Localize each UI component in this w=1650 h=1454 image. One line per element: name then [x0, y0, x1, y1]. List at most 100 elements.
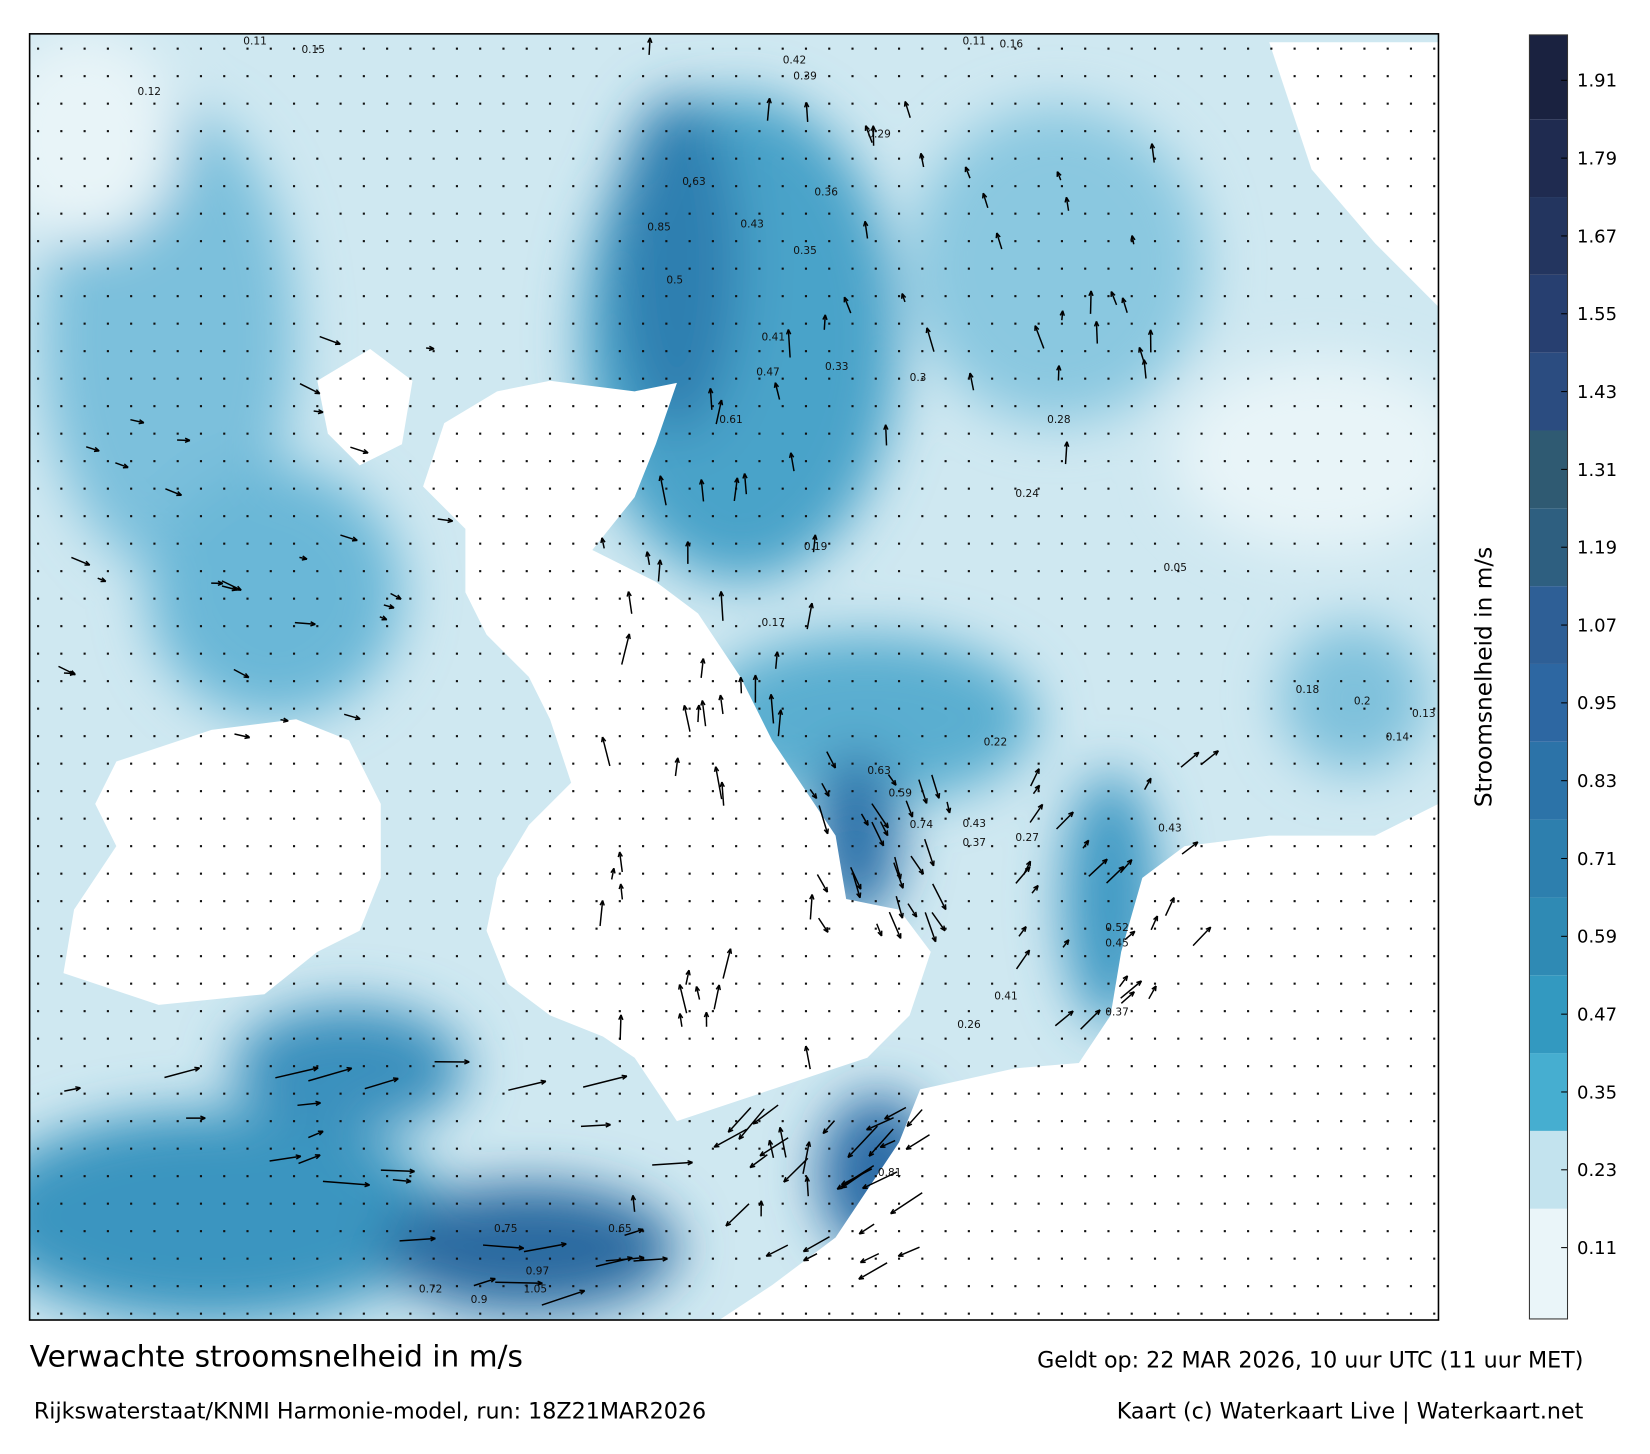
grid-dot: [735, 598, 737, 600]
grid-dot: [293, 488, 295, 490]
grid-dot: [921, 323, 923, 325]
grid-dot: [712, 350, 714, 352]
grid-dot: [735, 158, 737, 160]
grid-dot: [1014, 818, 1016, 820]
grid-dot: [572, 1175, 574, 1177]
grid-dot: [1387, 1313, 1389, 1315]
grid-dot: [1363, 1230, 1365, 1232]
grid-dot: [1107, 1038, 1109, 1040]
grid-dot: [37, 1093, 39, 1095]
grid-dot: [898, 1038, 900, 1040]
grid-dot: [316, 488, 318, 490]
grid-dot: [200, 543, 202, 545]
grid-dot: [1177, 158, 1179, 160]
grid-dot: [1433, 158, 1435, 160]
grid-dot: [1038, 955, 1040, 957]
grid-dot: [851, 625, 853, 627]
grid-dot: [223, 1313, 225, 1315]
grid-dot: [1038, 515, 1040, 517]
grid-dot: [409, 900, 411, 902]
grid-dot: [433, 708, 435, 710]
grid-dot: [409, 790, 411, 792]
grid-dot: [1294, 1313, 1296, 1315]
grid-dot: [1270, 900, 1272, 902]
grid-dot: [1410, 433, 1412, 435]
grid-dot: [1061, 240, 1063, 242]
grid-dot: [898, 488, 900, 490]
grid-dot: [595, 708, 597, 710]
grid-dot: [1270, 158, 1272, 160]
speed-label: 0.72: [419, 1284, 443, 1296]
grid-dot: [1270, 515, 1272, 517]
grid-dot: [177, 543, 179, 545]
grid-dot: [875, 1230, 877, 1232]
grid-dot: [595, 295, 597, 297]
grid-dot: [526, 185, 528, 187]
grid-dot: [153, 1010, 155, 1012]
grid-dot: [37, 1010, 39, 1012]
grid-dot: [270, 75, 272, 77]
grid-dot: [619, 955, 621, 957]
grid-dot: [177, 405, 179, 407]
grid-dot: [712, 240, 714, 242]
grid-dot: [1270, 268, 1272, 270]
grid-dot: [1270, 1120, 1272, 1122]
grid-dot: [572, 1038, 574, 1040]
grid-dot: [1131, 158, 1133, 160]
grid-dot: [921, 130, 923, 132]
grid-dot: [898, 680, 900, 682]
grid-dot: [363, 1175, 365, 1177]
grid-dot: [1014, 680, 1016, 682]
grid-dot: [153, 1148, 155, 1150]
grid-dot: [712, 653, 714, 655]
grid-dot: [619, 625, 621, 627]
grid-dot: [60, 240, 62, 242]
grid-dot: [782, 185, 784, 187]
grid-dot: [60, 268, 62, 270]
grid-dot: [898, 240, 900, 242]
grid-dot: [1270, 625, 1272, 627]
grid-dot: [898, 598, 900, 600]
grid-dot: [1107, 708, 1109, 710]
grid-dot: [1131, 543, 1133, 545]
grid-dot: [1038, 983, 1040, 985]
grid-dot: [1363, 928, 1365, 930]
grid-dot: [200, 570, 202, 572]
grid-dot: [1177, 845, 1179, 847]
grid-dot: [712, 735, 714, 737]
grid-dot: [782, 680, 784, 682]
grid-dot: [1317, 928, 1319, 930]
grid-dot: [968, 735, 970, 737]
grid-dot: [1061, 488, 1063, 490]
grid-dot: [1363, 598, 1365, 600]
grid-dot: [60, 1285, 62, 1287]
grid-dot: [1177, 928, 1179, 930]
grid-dot: [502, 75, 504, 77]
grid-dot: [363, 680, 365, 682]
grid-dot: [1247, 708, 1249, 710]
grid-dot: [595, 763, 597, 765]
grid-dot: [60, 1038, 62, 1040]
grid-dot: [735, 653, 737, 655]
grid-dot: [1200, 983, 1202, 985]
grid-dot: [1131, 213, 1133, 215]
grid-dot: [945, 983, 947, 985]
grid-dot: [84, 75, 86, 77]
grid-dot: [153, 1120, 155, 1122]
grid-dot: [991, 48, 993, 50]
grid-dot: [1247, 900, 1249, 902]
grid-dot: [782, 515, 784, 517]
grid-dot: [60, 405, 62, 407]
grid-dot: [758, 433, 760, 435]
grid-dot: [1433, 1038, 1435, 1040]
grid-dot: [316, 240, 318, 242]
grid-dot: [1061, 1258, 1063, 1260]
grid-dot: [246, 1230, 248, 1232]
speed-label: 0.42: [783, 54, 807, 66]
grid-dot: [37, 983, 39, 985]
grid-dot: [409, 570, 411, 572]
grid-dot: [456, 350, 458, 352]
grid-dot: [84, 900, 86, 902]
grid-dot: [60, 295, 62, 297]
grid-dot: [409, 1258, 411, 1260]
